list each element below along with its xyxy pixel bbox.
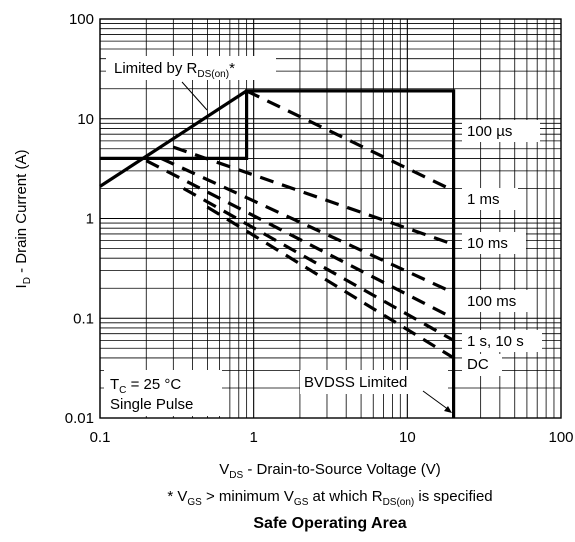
y-tick-label: 0.1 (73, 310, 94, 327)
curve-label-1ms: 1 ms (467, 191, 500, 208)
label-box-100ms (462, 290, 534, 312)
rds-limit-label: Limited by RDS(on)* (114, 60, 235, 80)
rds-on-limit-line (99, 89, 248, 188)
y-tick-label: 10 (77, 111, 94, 128)
y-tick-label: 0.01 (65, 410, 94, 427)
series-line-5 (206, 205, 455, 360)
label-box-1s10s (462, 330, 542, 352)
plot-frame (99, 18, 562, 419)
curve-label-1s10s: 1 s, 10 s (467, 333, 524, 350)
x-tick-labels: 0.1 1 10 100 (90, 429, 574, 446)
label-box-dc (462, 354, 502, 376)
series-line-1 (172, 145, 455, 246)
x-axis-label: VDS - Drain-to-Source Voltage (V) (219, 461, 441, 481)
curve-label-10ms: 10 ms (467, 235, 508, 252)
curve-label-100us: 100 µs (467, 123, 512, 140)
y-tick-labels: 0.01 0.1 1 10 100 (65, 11, 94, 427)
label-box-100us (462, 120, 540, 142)
series-line-4 (182, 187, 455, 342)
rds-label-pointer (181, 81, 208, 111)
bvdss-label-box (300, 370, 448, 394)
series-line-2 (160, 156, 455, 295)
bvdss-pointer (422, 390, 450, 411)
safe-operating-boundary (100, 89, 456, 418)
temp-label-box (104, 370, 222, 416)
label-box-10ms (462, 232, 526, 254)
footnote: * VGS > minimum VGS at which RDS(on) is … (167, 488, 492, 508)
temperature-label: TC = 25 °C (110, 376, 181, 396)
x-tick-label: 10 (399, 429, 416, 446)
y-tick-label: 100 (69, 11, 94, 28)
series-line-3 (145, 159, 455, 320)
curve-label-dc: DC (467, 356, 489, 373)
rds-label-box (106, 56, 276, 80)
label-box-1ms (462, 188, 518, 210)
pulse-label: Single Pulse (110, 396, 193, 413)
x-tick-label: 1 (249, 429, 257, 446)
curves (99, 89, 456, 418)
bvdss-limit-label: BVDSS Limited (304, 374, 407, 391)
x-tick-label: 0.1 (90, 429, 111, 446)
x-tick-label: 100 (548, 429, 573, 446)
y-axis-label: ID - Drain Current (A) (13, 150, 33, 289)
series-line-0 (245, 89, 455, 193)
chart-title: Safe Operating Area (253, 515, 406, 532)
y-tick-label: 1 (86, 211, 94, 228)
bvdss-arrowhead (444, 406, 452, 413)
curve-label-100ms: 100 ms (467, 293, 516, 310)
